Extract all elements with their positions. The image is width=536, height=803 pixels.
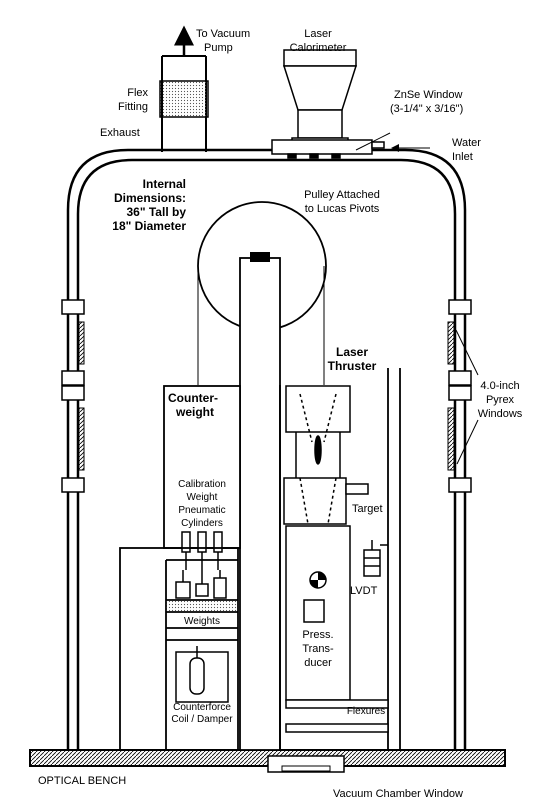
label-press-transducer-3: ducer: [304, 657, 332, 669]
label-target: Target: [352, 503, 383, 515]
bench-window-glass: [281, 765, 331, 772]
label-press-transducer: Press.: [302, 629, 333, 641]
vacuum-chamber-shell: [66, 148, 467, 750]
label-counterweight-2: weight: [175, 405, 214, 419]
flex-fitting: [159, 80, 209, 118]
label-water-inlet: Water: [452, 137, 481, 149]
label-flexures: Flexures: [347, 706, 385, 717]
pressure-transducer: [303, 599, 325, 623]
label-pulley: Pulley Attached: [304, 189, 380, 201]
label-water-inlet-2: Inlet: [452, 151, 473, 163]
label-pyrex-windows-3: Windows: [478, 408, 523, 420]
label-internal-dims-4: 18" Diameter: [112, 219, 186, 233]
center-column: [239, 257, 281, 751]
label-internal-dims: Internal: [143, 177, 186, 191]
callout-lines: [355, 132, 479, 465]
pneumatic-cylinders: [181, 531, 223, 570]
center-pivot: [250, 252, 270, 262]
label-calibration-3: Pneumatic: [178, 505, 225, 516]
label-laser-thruster: Laser: [336, 345, 368, 359]
counterforce-coil: [175, 646, 229, 703]
label-exhaust: Exhaust: [100, 127, 140, 139]
label-znse-window-2: (3-1/4" x 3/16"): [390, 103, 463, 115]
label-pulley-2: to Lucas Pivots: [305, 203, 380, 215]
weights-plate: [165, 599, 239, 613]
label-counterweight: Counter-: [168, 391, 218, 405]
label-flex-fitting: Flex: [127, 87, 148, 99]
label-flex-fitting-2: Fitting: [118, 101, 148, 113]
label-optical-bench: OPTICAL BENCH: [38, 775, 126, 787]
label-calibration: Calibration: [178, 479, 226, 490]
label-counterforce-2: Coil / Damper: [171, 714, 233, 725]
pyrex-window-flanges: [61, 299, 472, 493]
laser-thruster: [283, 385, 351, 525]
lvdt-sensor: [363, 540, 388, 577]
label-laser-calorimeter-2: Calorimeter: [290, 42, 347, 54]
label-press-transducer-2: Trans-: [302, 643, 334, 655]
calibration-weights: [175, 570, 227, 599]
pyrex-window-glass: [78, 321, 455, 471]
label-weights: Weights: [184, 616, 220, 627]
laser-calorimeter: [282, 49, 358, 143]
label-znse-window: ZnSe Window: [394, 89, 463, 101]
label-internal-dims-3: 36" Tall by: [127, 205, 187, 219]
label-counterforce: Counterforce: [173, 702, 231, 713]
target-plate: [345, 483, 369, 495]
label-internal-dims-2: Dimensions:: [114, 191, 186, 205]
znse-window-housing: [271, 139, 385, 159]
thruster-frame: [279, 368, 401, 750]
label-pyrex-windows: 4.0-inch: [480, 380, 519, 392]
label-calibration-2: Weight: [187, 492, 218, 503]
label-laser-calorimeter: Laser: [304, 28, 332, 40]
label-vacuum-chamber-window: Vacuum Chamber Window: [333, 788, 463, 800]
label-calibration-4: Cylinders: [181, 518, 223, 529]
label-lvdt: LVDT: [350, 585, 378, 597]
label-laser-thruster-2: Thruster: [328, 359, 377, 373]
label-to-vacuum-pump: To Vacuum: [196, 28, 250, 40]
label-pyrex-windows-2: Pyrex: [486, 394, 515, 406]
label-to-vacuum-pump-2: Pump: [204, 42, 233, 54]
